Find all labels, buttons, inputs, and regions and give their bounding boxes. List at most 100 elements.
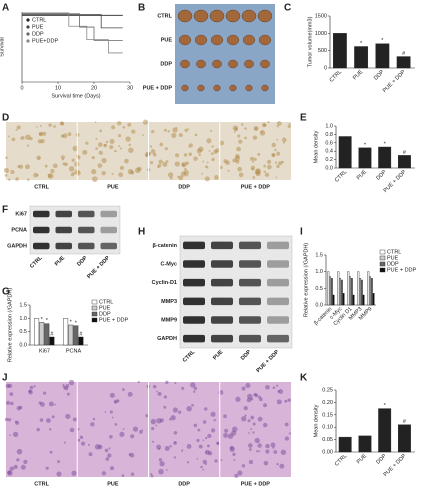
y-tick-label: 0.05 (322, 437, 333, 443)
cell (127, 122, 132, 127)
cell (263, 170, 266, 173)
column-label: PUE (107, 184, 119, 190)
band (211, 241, 233, 250)
cell (173, 456, 177, 459)
band (183, 278, 205, 287)
cell (234, 473, 239, 478)
cell (26, 178, 30, 182)
cell (157, 165, 160, 169)
legend-swatch (379, 255, 386, 261)
cell (210, 152, 214, 155)
tumor (229, 84, 237, 92)
cell (240, 123, 244, 126)
cell (150, 473, 153, 476)
cell (174, 441, 177, 444)
row-label: C-Myc (160, 261, 177, 267)
cell (254, 127, 258, 131)
row-label: Cyclin-D1 (152, 280, 177, 286)
cell (170, 415, 176, 421)
blot-bg (179, 235, 293, 349)
band (267, 316, 289, 324)
cell (262, 422, 268, 428)
cell (39, 124, 42, 127)
cell (39, 418, 44, 422)
panel-label: G (2, 287, 10, 298)
cell (18, 164, 24, 169)
cell (232, 452, 236, 456)
cell (204, 176, 210, 182)
cell (193, 390, 196, 393)
cell (135, 167, 141, 174)
legend-marker (26, 25, 30, 29)
cell (68, 166, 75, 172)
cell (142, 134, 144, 137)
column-label: PUE (107, 481, 119, 487)
cell (248, 432, 250, 434)
cell (237, 166, 242, 172)
cell (257, 416, 263, 422)
column-label: PUE + DDP (241, 184, 271, 190)
cell (284, 399, 288, 403)
cell (206, 444, 210, 448)
band (183, 260, 205, 268)
cell (156, 390, 158, 393)
cell (193, 156, 198, 161)
cell (274, 148, 277, 152)
cell (109, 144, 114, 150)
significance-mark: # (403, 419, 407, 425)
bar (63, 318, 69, 346)
cell (159, 142, 164, 147)
cell (188, 143, 193, 148)
cell (104, 411, 107, 413)
cell (194, 133, 198, 137)
cell (48, 123, 52, 127)
cell (169, 176, 173, 180)
cell (208, 150, 211, 152)
cell (109, 392, 115, 398)
y-tick-label: 0.2 (325, 157, 333, 163)
cell (190, 382, 196, 388)
cell (287, 124, 291, 128)
cell (165, 469, 168, 471)
lane-label: CTRL (29, 255, 44, 270)
panel-label: F (2, 205, 8, 216)
y-tick-label: 0.5 (315, 286, 323, 292)
cell (158, 458, 163, 462)
cell (249, 156, 255, 161)
cell (249, 448, 252, 451)
panel-label: I (300, 227, 303, 238)
cell (29, 385, 34, 390)
cell (71, 158, 75, 162)
tumor (257, 9, 273, 23)
cell (53, 403, 56, 406)
y-tick-label: 0.10 (322, 425, 333, 431)
cell (5, 156, 8, 160)
y-tick-label: 1.0 (19, 316, 27, 322)
cell (274, 161, 278, 164)
cell (109, 466, 115, 471)
bar (398, 424, 411, 453)
cell (193, 423, 198, 428)
cell (122, 428, 125, 430)
bar (359, 278, 362, 306)
cell (180, 171, 187, 177)
cell (85, 141, 89, 145)
cell (224, 428, 229, 433)
cell (247, 393, 253, 400)
cell (104, 448, 109, 453)
cell (213, 149, 218, 154)
cell (259, 397, 263, 402)
cell (119, 431, 125, 437)
cell (211, 428, 216, 433)
cell (158, 159, 163, 164)
cell (44, 164, 48, 168)
x-tick-label: 0 (20, 85, 23, 91)
tumor (212, 59, 222, 69)
cell (227, 433, 234, 439)
y-tick-label: 0.4 (325, 149, 333, 155)
band (33, 242, 50, 250)
significance-mark: * (46, 318, 49, 324)
cell (49, 450, 53, 454)
cell (27, 144, 30, 147)
cell (216, 441, 220, 445)
